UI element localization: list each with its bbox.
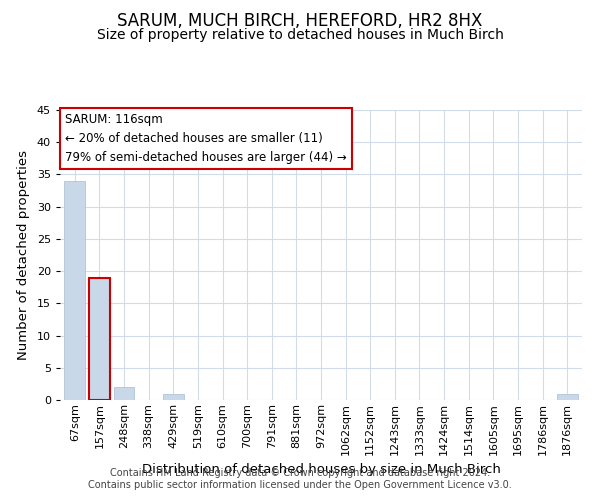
Text: Contains public sector information licensed under the Open Government Licence v3: Contains public sector information licen… (88, 480, 512, 490)
Bar (64, 181, 85, 400)
Bar (163, 394, 184, 400)
Bar (113, 387, 134, 400)
Text: SARUM, MUCH BIRCH, HEREFORD, HR2 8HX: SARUM, MUCH BIRCH, HEREFORD, HR2 8HX (118, 12, 482, 30)
Bar (557, 394, 578, 400)
Bar (89, 278, 110, 400)
Text: Size of property relative to detached houses in Much Birch: Size of property relative to detached ho… (97, 28, 503, 42)
Y-axis label: Number of detached properties: Number of detached properties (17, 150, 30, 360)
X-axis label: Distribution of detached houses by size in Much Birch: Distribution of detached houses by size … (142, 463, 500, 476)
Text: Contains HM Land Registry data © Crown copyright and database right 2024.: Contains HM Land Registry data © Crown c… (110, 468, 490, 477)
Text: SARUM: 116sqm
← 20% of detached houses are smaller (11)
79% of semi-detached hou: SARUM: 116sqm ← 20% of detached houses a… (65, 113, 347, 164)
